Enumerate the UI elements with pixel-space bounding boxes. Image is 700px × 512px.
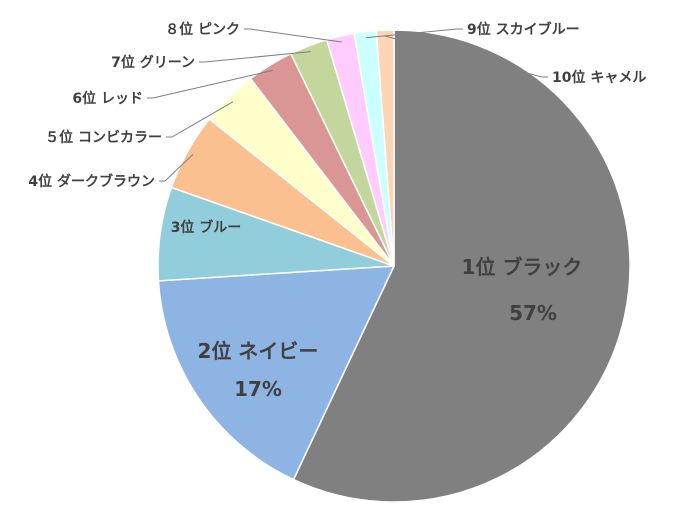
pie-slice-2	[157, 265, 396, 481]
slice-label-10: 10位 キャメル	[552, 69, 646, 86]
slice-label-7: 7位 グリーン	[111, 54, 195, 71]
slice-pct-2: 17%	[234, 377, 282, 401]
leader-line-9	[365, 28, 463, 39]
slice-label-1: 1位 ブラック	[462, 255, 583, 279]
leader-line-7	[199, 51, 311, 63]
slice-label-6: 6位 レッド	[72, 90, 143, 107]
slice-label-8: ８位 ピンク	[165, 21, 240, 38]
slice-label-2: 2位 ネイビー	[198, 339, 319, 363]
pie-slice-1	[292, 29, 631, 503]
leader-line-4	[159, 154, 194, 182]
slice-label-4: 4位 ダークブラウン	[28, 173, 155, 190]
leader-line-5	[166, 101, 234, 138]
slice-pct-1: 57%	[509, 301, 557, 325]
leader-line-10	[385, 35, 548, 78]
slice-label-5: ５位 コンビカラー	[45, 129, 162, 146]
leader-line-6	[147, 69, 274, 99]
leader-line-8	[244, 28, 342, 43]
slice-label-9: 9位 スカイブルー	[467, 21, 580, 38]
pie-slice-10	[375, 29, 395, 267]
slice-label-3: 3位 ブルー	[171, 219, 242, 236]
